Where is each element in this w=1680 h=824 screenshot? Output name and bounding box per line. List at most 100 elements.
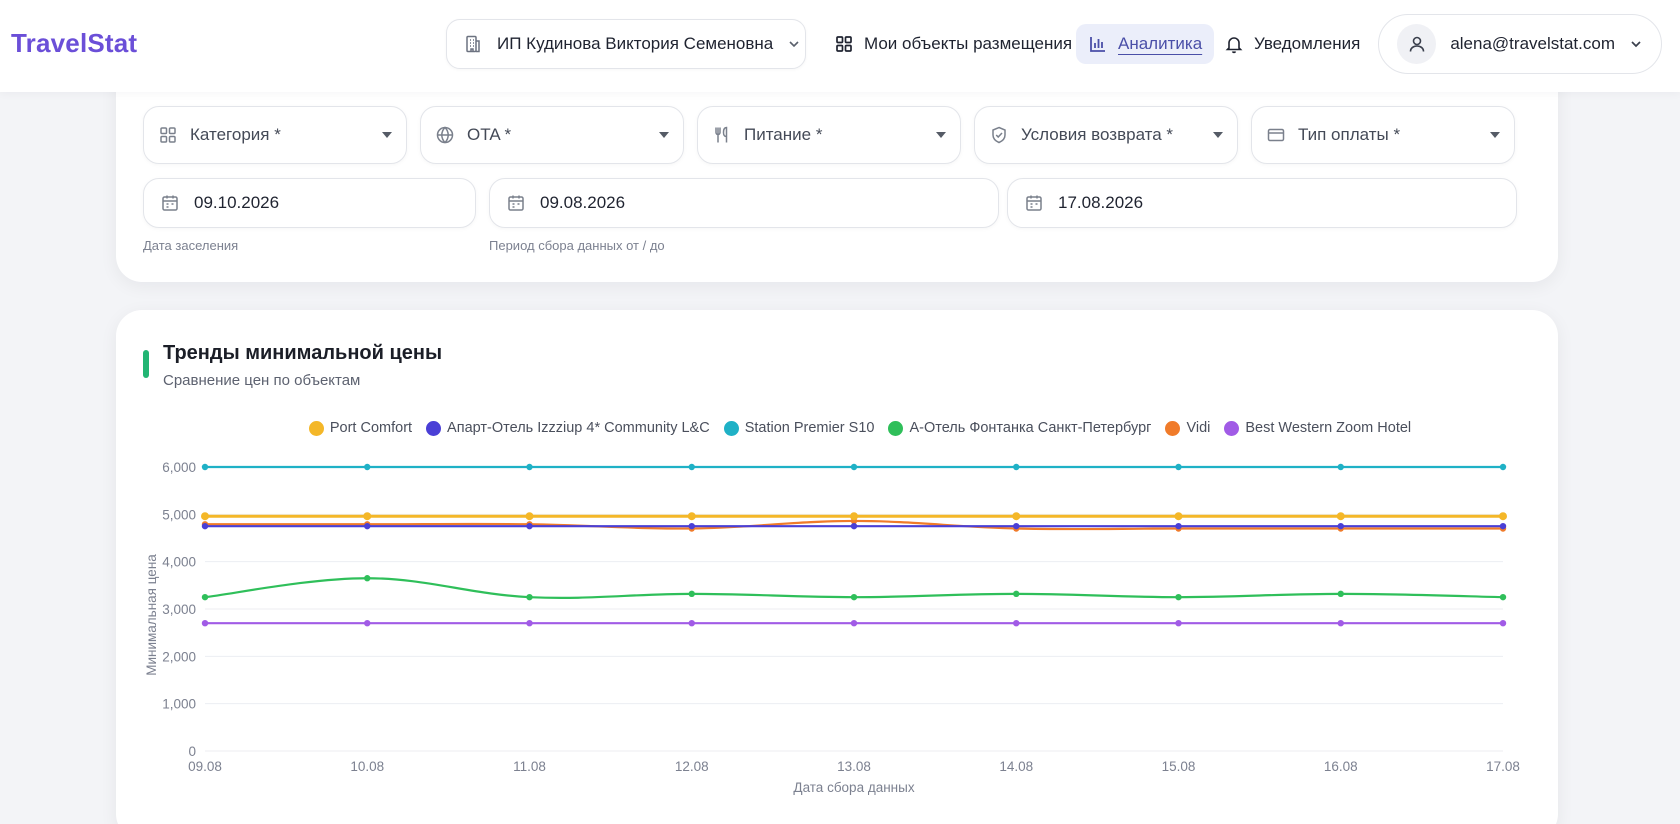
legend-item[interactable]: Best Western Zoom Hotel <box>1224 420 1411 436</box>
data-point <box>201 620 209 627</box>
legend-label: Апарт-Отель Izzziup 4* Community L&C <box>447 420 710 436</box>
data-point <box>1013 590 1020 598</box>
nav-notifications-label: Уведомления <box>1254 34 1361 53</box>
chevron-down-icon <box>1629 37 1643 51</box>
data-point <box>688 620 695 627</box>
chevron-down-icon <box>787 37 801 51</box>
organization-select[interactable]: ИП Кудинова Виктория Семеновна <box>446 19 806 69</box>
top-header: TravelStat ИП Кудинова Виктория Семеновн… <box>0 0 1680 92</box>
legend-swatch <box>888 420 904 436</box>
data-point <box>1336 512 1345 521</box>
card-accent-bar <box>143 350 149 378</box>
filters-panel <box>116 60 1558 282</box>
x-tick-label: 17.08 <box>1486 759 1520 774</box>
data-point <box>201 512 209 521</box>
y-tick-label: 1,000 <box>162 697 196 712</box>
data-point <box>364 620 371 627</box>
data-point <box>526 463 533 471</box>
data-point <box>526 620 533 627</box>
x-axis-title: Дата сбора данных <box>793 780 914 795</box>
data-point <box>1175 463 1182 471</box>
series-3 <box>201 575 1507 601</box>
data-point <box>688 463 695 471</box>
data-point <box>1013 620 1020 627</box>
legend-swatch <box>1165 420 1181 436</box>
data-point <box>525 512 534 521</box>
data-point <box>363 512 372 521</box>
credit-card-icon <box>1266 125 1286 145</box>
data-point <box>526 593 533 601</box>
y-axis-title: Минимальная цена <box>144 554 159 676</box>
legend-label: Station Premier S10 <box>744 420 875 436</box>
nav-notifications[interactable]: Уведомления <box>1212 24 1372 64</box>
chart-title: Тренды минимальной цены <box>163 342 443 364</box>
y-tick-label: 2,000 <box>162 649 196 664</box>
nav-analytics[interactable]: Аналитика <box>1076 24 1215 64</box>
checkin-date-hint: Дата заселения <box>143 238 239 253</box>
data-point <box>1337 590 1344 598</box>
data-point <box>850 620 858 627</box>
category-select[interactable]: Категория * <box>143 106 407 164</box>
data-point <box>1337 620 1344 627</box>
calendar-icon <box>1024 193 1044 213</box>
app-logo[interactable]: TravelStat <box>11 28 138 58</box>
refund-conditions-select[interactable]: Условия возврата * <box>974 106 1238 164</box>
series-2 <box>201 463 1507 471</box>
data-point <box>1337 522 1344 530</box>
meal-select-label: Питание * <box>744 125 823 144</box>
payment-type-select-label: Тип оплаты * <box>1298 125 1401 144</box>
data-point <box>526 522 533 530</box>
caret-down-icon <box>1490 132 1500 138</box>
data-point <box>1499 522 1507 530</box>
category-select-label: Категория * <box>190 125 281 144</box>
refund-conditions-select-label: Условия возврата * <box>1021 125 1174 144</box>
x-tick-label: 15.08 <box>1162 759 1196 774</box>
data-point <box>1012 512 1021 521</box>
data-point <box>850 593 858 601</box>
shield-check-icon <box>989 125 1009 145</box>
data-point <box>1175 620 1182 627</box>
legend-swatch <box>723 420 739 436</box>
x-tick-label: 11.08 <box>513 759 546 774</box>
data-point <box>1175 522 1182 530</box>
checkin-date-value: 09.10.2026 <box>194 193 280 212</box>
data-point <box>1174 512 1183 521</box>
caret-down-icon <box>382 132 392 138</box>
legend-item[interactable]: Port Comfort <box>308 420 412 436</box>
data-point <box>364 575 371 582</box>
nav-my-properties[interactable]: Мои объекты размещения <box>822 24 1084 64</box>
caret-down-icon <box>1213 132 1223 138</box>
x-tick-label: 13.08 <box>837 759 871 774</box>
user-menu[interactable]: alena@travelstat.com <box>1378 14 1662 74</box>
y-tick-label: 3,000 <box>162 602 196 617</box>
nav-analytics-label: Аналитика <box>1118 34 1203 53</box>
period-hint: Период сбора данных от / до <box>489 238 665 253</box>
period-from-value: 09.08.2026 <box>540 193 626 212</box>
legend-item[interactable]: А-Отель Фонтанка Санкт-Петербург <box>888 420 1151 436</box>
legend-item[interactable]: Station Premier S10 <box>723 420 875 436</box>
data-point <box>1337 463 1344 471</box>
legend-item[interactable]: Vidi <box>1165 420 1210 436</box>
data-point <box>1013 522 1020 530</box>
x-tick-label: 14.08 <box>999 759 1033 774</box>
legend-swatch <box>426 420 442 436</box>
ota-select[interactable]: OTA * <box>420 106 684 164</box>
period-to-input[interactable]: 17.08.2026 <box>1007 178 1517 228</box>
data-point <box>850 463 858 471</box>
x-tick-label: 12.08 <box>675 759 709 774</box>
payment-type-select[interactable]: Тип оплаты * <box>1251 106 1515 164</box>
legend-item[interactable]: Апарт-Отель Izzziup 4* Community L&C <box>426 420 710 436</box>
data-point <box>688 522 695 530</box>
data-point <box>201 463 209 471</box>
data-point <box>1499 463 1507 471</box>
x-tick-label: 16.08 <box>1324 759 1358 774</box>
data-point <box>1499 512 1507 521</box>
checkin-date-input[interactable]: 09.10.2026 <box>143 178 476 228</box>
legend-label: А-Отель Фонтанка Санкт-Петербург <box>909 420 1152 436</box>
data-point <box>364 463 371 471</box>
data-point <box>201 593 209 601</box>
period-from-input[interactable]: 09.08.2026 <box>489 178 999 228</box>
data-point <box>1013 463 1020 471</box>
meal-select[interactable]: Питание * <box>697 106 961 164</box>
